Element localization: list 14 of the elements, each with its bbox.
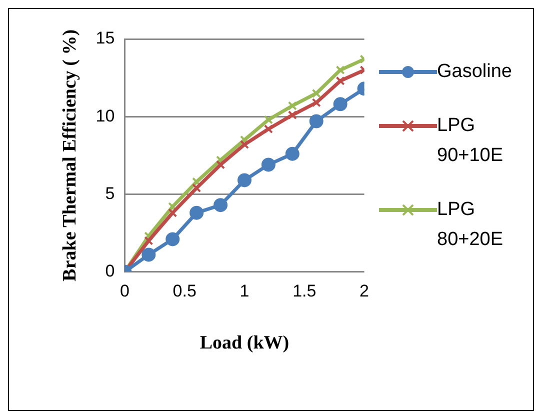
- legend-label: Gasoline: [437, 60, 513, 84]
- y-axis-title: Brake Thermal Efficiency ( %): [59, 29, 80, 282]
- y-tick-label: 0: [105, 261, 115, 280]
- y-tick-label: 5: [105, 184, 115, 203]
- y-tick-label: 15: [96, 28, 115, 48]
- x-tick-label: 1: [240, 282, 250, 301]
- x-axis-title: Load (kW): [200, 332, 290, 354]
- x-tick-label: 1.5: [292, 282, 316, 301]
- x-tick-label: 0: [120, 282, 130, 301]
- legend-label: LPG 90+10E: [437, 114, 504, 168]
- x-tick-label: 2: [360, 282, 370, 301]
- legend-label: LPG 80+20E: [437, 198, 504, 252]
- y-tick-label: 10: [96, 106, 115, 126]
- x-tick-label: 0.5: [172, 282, 196, 301]
